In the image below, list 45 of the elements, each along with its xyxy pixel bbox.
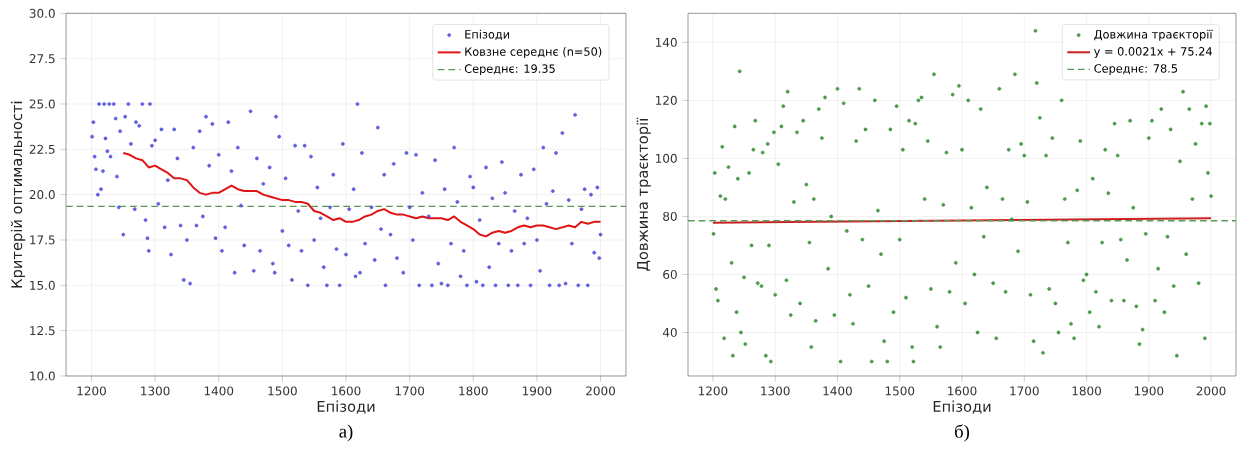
y-tick-label: 17.5 <box>30 235 55 245</box>
x-axis-title: Епізоди <box>933 400 991 414</box>
x-tick-label: 1600 <box>332 386 361 396</box>
y-tick-label: 30.0 <box>29 8 55 18</box>
y-tick-label: 27.5 <box>29 54 55 64</box>
text: а) <box>339 424 353 442</box>
x-tick-label: 2000 <box>1196 386 1226 396</box>
x-tick-label: 2000 <box>586 386 616 396</box>
legend-label: y = 0.0021x + 75.24 <box>1094 47 1212 58</box>
x-tick-label: 1700 <box>395 386 425 396</box>
legend-label: Довжина траєкторії <box>1094 29 1213 41</box>
y-tick-label: 40 <box>662 327 677 337</box>
x-tick-label: 1400 <box>204 386 234 396</box>
x-tick-label: 1800 <box>459 386 488 396</box>
y-tick-label: 22.5 <box>29 144 55 154</box>
x-tick-label: 1600 <box>948 386 977 396</box>
x-tick-label: 1200 <box>77 386 106 396</box>
y-axis-title: Критерій оптимальності <box>10 101 26 288</box>
x-tick-label: 1300 <box>141 386 170 396</box>
y-axis-title: Довжина траєкторії <box>636 117 651 271</box>
y-tick-label: 140 <box>656 37 677 47</box>
y-tick-label: 10.0 <box>30 371 55 381</box>
x-tick-label: 1500 <box>268 386 297 396</box>
y-tick-label: 12.5 <box>30 326 55 336</box>
legend-label: Середнє: 19.35 <box>464 64 555 76</box>
x-tick-label: 1200 <box>698 386 728 396</box>
x-tick-label: 1500 <box>885 386 915 396</box>
x-tick-label: 1900 <box>522 386 552 396</box>
y-tick-label: 15.0 <box>30 280 55 290</box>
y-tick-label: 120 <box>656 95 677 105</box>
text: б) <box>955 424 970 442</box>
x-tick-label: 1400 <box>823 386 852 396</box>
legend-label: Епізоди <box>465 29 510 40</box>
legend-label: Ковзне середнє (n=50) <box>465 47 602 59</box>
x-tick-label: 1900 <box>1134 386 1164 396</box>
y-tick-label: 100 <box>656 153 677 163</box>
y-tick-label: 80 <box>663 211 677 221</box>
x-tick-label: 1800 <box>1072 386 1102 396</box>
x-tick-label: 1300 <box>761 386 790 396</box>
y-tick-label: 25.0 <box>29 99 55 109</box>
y-tick-label: 20.0 <box>29 190 55 200</box>
y-tick-label: 60 <box>663 269 677 279</box>
x-axis-title: Епізоди <box>317 400 375 414</box>
legend-label: Середнє: 78.5 <box>1094 64 1178 75</box>
x-tick-label: 1700 <box>1010 386 1039 396</box>
